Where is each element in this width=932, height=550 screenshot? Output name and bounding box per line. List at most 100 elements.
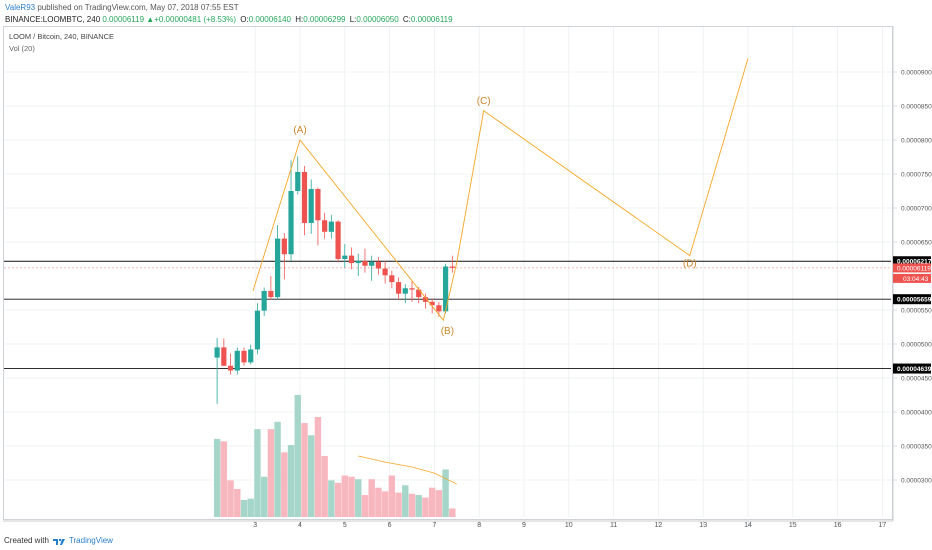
candle-down xyxy=(429,301,435,306)
high-value: 0.00006299 xyxy=(303,15,346,24)
volume-bar-down xyxy=(435,490,443,517)
volume-bar-down xyxy=(234,488,241,517)
author-link[interactable]: ValeR93 xyxy=(5,3,36,12)
legend-volume: Vol (20) xyxy=(9,44,35,53)
up-arrow-icon: ▲ xyxy=(146,15,155,24)
x-tick-label: 5 xyxy=(343,522,347,529)
x-tick-label: 12 xyxy=(655,522,663,529)
volume-bar-down xyxy=(341,475,348,517)
y-tick-label: 0.00006500 xyxy=(901,240,932,247)
volume-bar-down xyxy=(388,475,396,517)
volume-bar-up xyxy=(247,498,254,517)
pattern-group xyxy=(252,58,749,322)
close-label: C: xyxy=(402,15,411,24)
created-with-label: Created with xyxy=(4,536,49,545)
x-tick-label: 6 xyxy=(388,522,392,529)
candle-down xyxy=(335,221,341,259)
volume-bar-down xyxy=(334,482,342,517)
countdown-box xyxy=(893,273,931,283)
y-tick-label: 0.00004500 xyxy=(901,376,932,383)
volume-bar-up xyxy=(355,479,362,517)
close-value: 0.00006119 xyxy=(410,15,453,24)
candle-down xyxy=(348,255,355,264)
quote-bar: BINANCE:LOOMBTC, 240 0.00006119 ▲+0.0000… xyxy=(5,15,453,24)
x-tick-label: 13 xyxy=(699,522,707,529)
volume-bar-up xyxy=(260,476,268,517)
y-tick-label: 0.00009000 xyxy=(901,70,932,77)
candle-down xyxy=(241,350,247,363)
level-label: 0.00005659 xyxy=(897,297,932,304)
volume-bar-down xyxy=(314,416,322,517)
volume-bar-down xyxy=(449,508,456,517)
volume-bar-up xyxy=(240,499,248,517)
publication-text: published on TradingView.com, May 07, 20… xyxy=(35,3,239,12)
level-label-box xyxy=(893,363,931,374)
volume-ma-line xyxy=(358,455,457,485)
volume-bar-up xyxy=(415,495,422,517)
y-tick-label: 0.00005000 xyxy=(901,342,932,349)
candle-up xyxy=(328,221,334,232)
y-tick-label: 0.00007500 xyxy=(901,172,932,179)
candle-up xyxy=(261,290,267,311)
candle-up xyxy=(295,171,301,191)
pattern-label: (D) xyxy=(683,259,697,270)
volume-bar-down xyxy=(381,491,389,517)
candle-down xyxy=(382,268,388,276)
volume-bar-down xyxy=(348,476,355,517)
candle-up xyxy=(402,288,408,294)
y-tick-label: 0.00003500 xyxy=(901,444,932,451)
candle-up xyxy=(254,310,261,350)
volume-bar-up xyxy=(274,421,281,517)
volume-bar-up xyxy=(442,469,449,517)
x-tick-label: 7 xyxy=(432,522,436,529)
x-tick-label: 16 xyxy=(834,522,842,529)
volume-bar-down xyxy=(375,487,382,517)
x-tick-label: 17 xyxy=(879,522,887,529)
candle-down xyxy=(322,220,328,232)
volume-bar-down xyxy=(227,480,234,517)
candle-up xyxy=(355,261,361,264)
candle-up xyxy=(288,191,294,255)
level-label: 0.00004639 xyxy=(897,366,932,373)
volume-bar-down xyxy=(301,423,308,517)
volume-bar-down xyxy=(408,493,416,517)
pattern-label: (B) xyxy=(441,326,454,337)
candle-down xyxy=(221,347,227,366)
candles-group xyxy=(214,156,455,404)
volume-bar-down xyxy=(422,497,429,517)
publication-bar: ValeR93 published on TradingView.com, Ma… xyxy=(5,3,239,12)
last-price: 0.00006119 xyxy=(102,15,145,24)
candle-down xyxy=(395,282,402,294)
candle-down xyxy=(416,289,422,298)
candle-down xyxy=(409,288,415,290)
volume-bar-down xyxy=(267,429,275,517)
candle-up xyxy=(214,347,220,358)
abcd-pattern-line xyxy=(252,58,749,322)
candle-up xyxy=(443,266,449,312)
candle-down xyxy=(422,297,429,302)
y-tick-label: 0.00008500 xyxy=(901,104,932,111)
volume-bar-down xyxy=(368,479,375,517)
symbol-label: BINANCE:LOOMBTC, 240 xyxy=(5,15,101,24)
low-value: 0.00006050 xyxy=(356,15,399,24)
pattern-label: (A) xyxy=(293,125,306,136)
volume-bar-down xyxy=(220,441,228,517)
x-tick-label: 14 xyxy=(744,522,752,529)
volume-group xyxy=(213,395,457,517)
volume-bar-up xyxy=(294,395,301,517)
volume-bar-up xyxy=(402,485,409,517)
candle-down xyxy=(375,261,381,269)
volume-bar-up xyxy=(308,435,315,517)
high-label: H: xyxy=(295,15,304,24)
level-label: 0.00006217 xyxy=(897,259,932,266)
tradingview-link[interactable]: TradingView xyxy=(68,536,113,545)
open-label: O: xyxy=(240,15,249,24)
volume-bar-down xyxy=(428,487,436,517)
volume-bar-down xyxy=(395,492,402,517)
candle-up xyxy=(248,349,254,363)
volume-bar-down xyxy=(321,456,328,517)
volume-bar-down xyxy=(361,495,369,517)
x-tick-label: 11 xyxy=(610,522,617,529)
x-tick-label: 8 xyxy=(477,522,481,529)
